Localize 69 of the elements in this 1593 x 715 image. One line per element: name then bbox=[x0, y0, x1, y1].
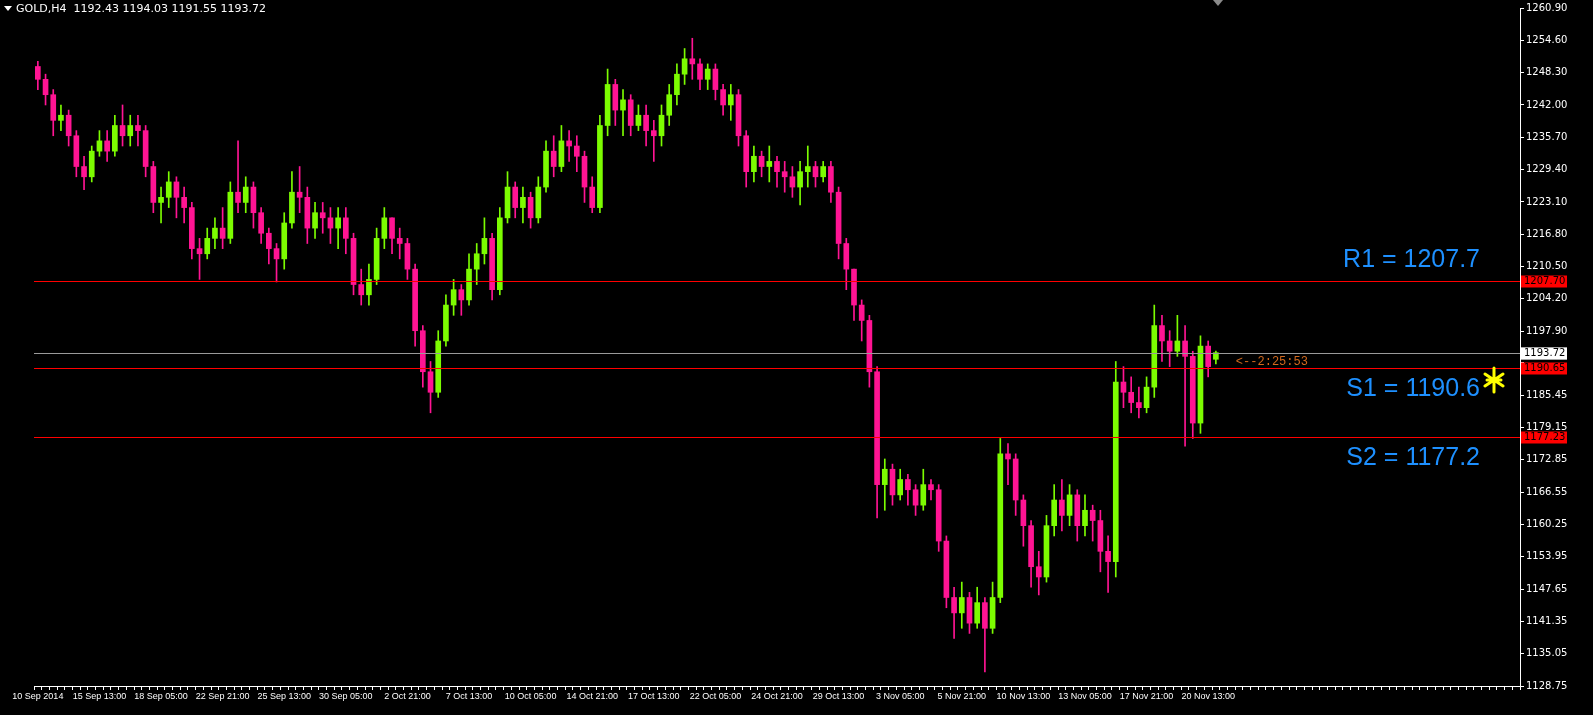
x-tick-label: 3 Nov 05:00 bbox=[875, 690, 925, 701]
y-tick-label: 1235.70 bbox=[1526, 130, 1568, 142]
x-tick-label: 14 Oct 21:00 bbox=[566, 690, 618, 701]
candlestick bbox=[566, 130, 572, 162]
x-tick-label: 5 Nov 21:00 bbox=[937, 690, 987, 701]
candlestick bbox=[396, 227, 403, 260]
candlestick bbox=[650, 120, 657, 162]
y-tick-label: 1147.65 bbox=[1526, 582, 1568, 594]
y-tick-label: 1172.85 bbox=[1526, 453, 1568, 465]
x-tick-label: 15 Sep 13:00 bbox=[72, 690, 127, 701]
y-tick-label: 1223.10 bbox=[1526, 195, 1568, 207]
x-tick-label: 18 Sep 05:00 bbox=[134, 690, 188, 701]
x-tick-label: 20 Nov 13:00 bbox=[1181, 690, 1235, 701]
candlestick bbox=[319, 202, 326, 234]
x-tick-label: 25 Sep 13:00 bbox=[257, 690, 312, 701]
y-tick-label: 1254.60 bbox=[1526, 33, 1568, 45]
x-tick-label: 17 Oct 13:00 bbox=[628, 690, 680, 701]
x-tick-label: 22 Oct 05:00 bbox=[689, 690, 742, 701]
x-tick-label: 24 Oct 21:00 bbox=[751, 690, 803, 701]
ref-line-label: 1177.23 bbox=[1524, 431, 1566, 443]
candlestick bbox=[1136, 386, 1142, 419]
x-tick-label: 17 Nov 21:00 bbox=[1119, 690, 1174, 701]
annotation: S2 = 1177.2 bbox=[1346, 441, 1480, 470]
annotation: <--2:25:53 bbox=[1235, 354, 1308, 369]
y-tick-label: 1229.40 bbox=[1526, 163, 1568, 175]
candlestick bbox=[1005, 443, 1011, 485]
y-tick-label: 1216.80 bbox=[1526, 227, 1568, 239]
candlestick bbox=[1182, 325, 1188, 447]
ref-line-label: 1193.72 bbox=[1524, 347, 1566, 359]
candlestick bbox=[781, 161, 788, 193]
x-tick-label: 13 Nov 05:00 bbox=[1058, 690, 1112, 701]
y-tick-label: 1179.15 bbox=[1526, 421, 1568, 433]
x-tick-label: 29 Oct 13:00 bbox=[812, 690, 865, 701]
x-tick-label: 22 Sep 21:00 bbox=[195, 690, 250, 701]
candlestick bbox=[689, 37, 696, 80]
y-tick-label: 1160.25 bbox=[1526, 517, 1568, 529]
y-tick-label: 1153.95 bbox=[1526, 550, 1568, 562]
y-tick-label: 1128.75 bbox=[1526, 679, 1568, 691]
y-tick-label: 1185.45 bbox=[1526, 388, 1568, 400]
x-tick-label: 10 Sep 2014 bbox=[12, 690, 64, 701]
annotation: S1 = 1190.6 bbox=[1346, 372, 1480, 401]
candlestick bbox=[158, 186, 164, 224]
candlestick bbox=[58, 104, 64, 131]
candlestick bbox=[766, 145, 773, 183]
y-tick-label: 1197.90 bbox=[1526, 324, 1568, 336]
y-tick-label: 1248.30 bbox=[1526, 66, 1568, 78]
candlestick bbox=[1035, 550, 1042, 596]
y-tick-label: 1210.50 bbox=[1526, 260, 1568, 272]
chart-title: GOLD,H4 1192.43 1194.03 1191.55 1193.72 bbox=[16, 2, 266, 15]
x-tick-label: 30 Sep 05:00 bbox=[319, 690, 373, 701]
annotation: R1 = 1207.7 bbox=[1343, 244, 1480, 273]
candlestick bbox=[135, 114, 141, 147]
candlestick bbox=[235, 140, 241, 214]
x-tick-label: 2 Oct 21:00 bbox=[384, 690, 431, 701]
y-tick-label: 1135.05 bbox=[1526, 647, 1568, 659]
ref-line-label: 1207.70 bbox=[1524, 275, 1566, 287]
y-tick-label: 1166.55 bbox=[1526, 485, 1568, 497]
ref-line-label: 1190.65 bbox=[1524, 362, 1566, 374]
candlestick bbox=[620, 89, 626, 137]
candlestick bbox=[1105, 535, 1111, 593]
x-tick-label: 10 Oct 05:00 bbox=[504, 690, 557, 701]
y-tick-label: 1242.00 bbox=[1526, 98, 1568, 110]
y-tick-label: 1260.90 bbox=[1526, 1, 1568, 13]
candlestick bbox=[335, 207, 341, 249]
y-tick-label: 1204.20 bbox=[1526, 292, 1568, 304]
y-tick-label: 1141.35 bbox=[1526, 614, 1568, 626]
x-tick-label: 7 Oct 13:00 bbox=[445, 690, 493, 701]
x-tick-label: 10 Nov 13:00 bbox=[996, 690, 1051, 701]
candlestick bbox=[804, 145, 811, 188]
